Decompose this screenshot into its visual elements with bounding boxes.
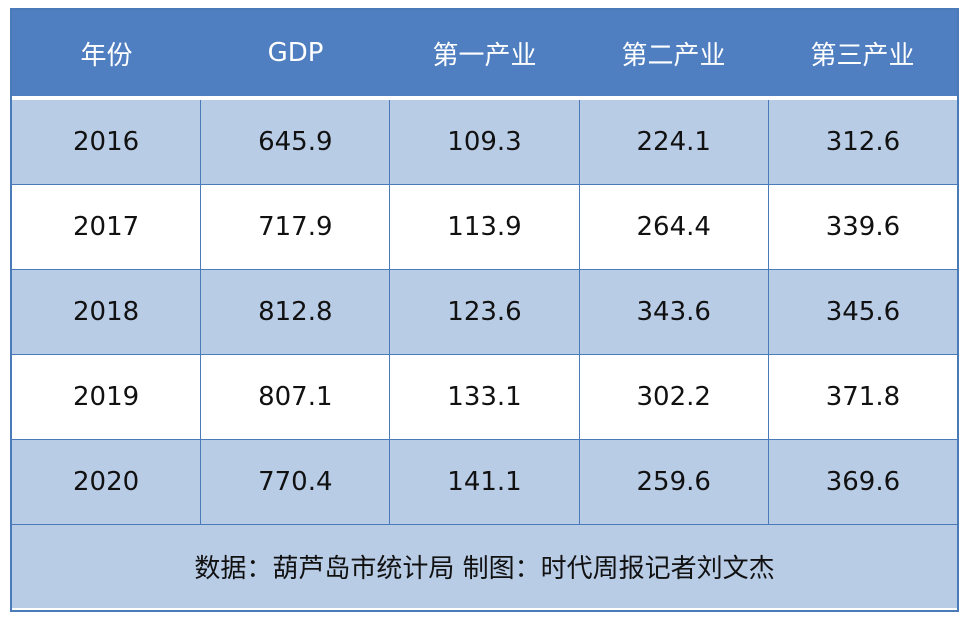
header-cell-tertiary: 第三产业 [810,40,915,71]
table-cell: 224.1 [580,100,769,184]
table-cell: 2016 [12,100,202,184]
source-credit-footer: 数据：葫芦岛市统计局 制图：时代周报记者刘文杰 [12,525,957,608]
table-cell: 2018 [12,270,202,354]
table-row: 2019 807.1 133.1 302.2 371.8 [12,355,957,440]
table-cell: 369.6 [825,467,901,497]
table-cell: 109.3 [390,100,580,184]
table-cell: 645.9 [201,100,391,184]
table-cell: 302.2 [580,355,769,439]
header-cell-year: 年份 [80,40,133,71]
table-cell: 807.1 [201,355,391,439]
header-cell-gdp: GDP [267,38,324,68]
header-cell-primary: 第一产业 [432,40,537,71]
table-cell: 345.6 [825,297,901,327]
table-cell: 2017 [12,185,202,269]
table-cell: 141.1 [390,440,580,524]
table-cell: 259.6 [580,440,769,524]
table-row: 2018 812.8 123.6 343.6 345.6 [12,270,957,355]
table-cell: 812.8 [201,270,391,354]
table-cell: 371.8 [825,382,901,412]
table-cell: 133.1 [390,355,580,439]
table-cell: 343.6 [580,270,769,354]
table-row: 2020 770.4 141.1 259.6 369.6 [12,440,957,525]
table-cell: 339.6 [825,212,901,242]
table-cell: 717.9 [201,185,391,269]
table-row: 2017 717.9 113.9 264.4 339.6 [12,185,957,270]
table-cell: 123.6 [390,270,580,354]
data-table: 年份 GDP 第一产业 第二产业 第三产业 2016 645.9 109.3 2… [10,8,959,612]
table-cell: 264.4 [580,185,769,269]
table-row: 2016 645.9 109.3 224.1 312.6 [12,100,957,185]
table-cell: 2019 [12,355,202,439]
table-cell: 312.6 [825,127,901,157]
table-cell: 2020 [12,440,202,524]
table-header-row: 年份 GDP 第一产业 第二产业 第三产业 [12,10,957,100]
table-cell: 113.9 [390,185,580,269]
table-cell: 770.4 [201,440,391,524]
header-cell-secondary: 第二产业 [621,40,726,71]
